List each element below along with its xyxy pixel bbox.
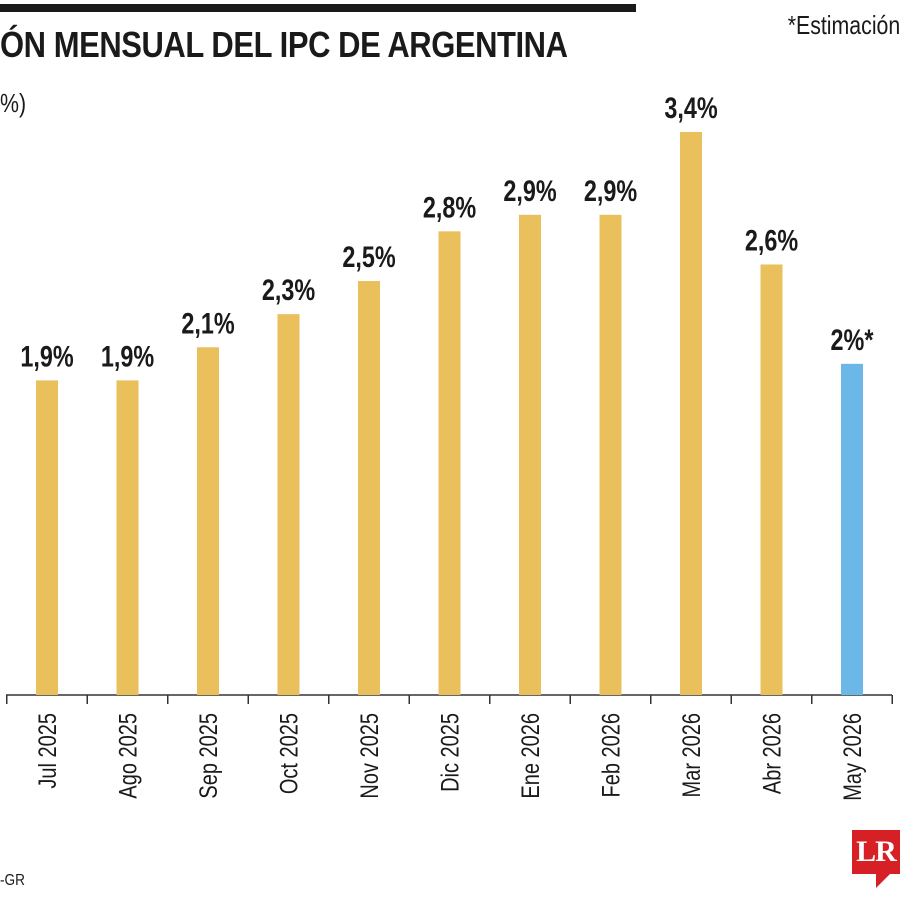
- bar: [438, 231, 461, 695]
- data-label: 2,3%: [262, 273, 315, 306]
- x-tick-label: Jul 2025: [34, 713, 62, 789]
- data-label: 1,9%: [101, 340, 154, 373]
- data-label: 2%*: [831, 323, 874, 356]
- logo-tail-shape: [876, 874, 890, 888]
- data-label: 2,1%: [181, 307, 234, 340]
- top-rule: [0, 4, 636, 12]
- x-tick-label: Feb 2026: [597, 713, 625, 797]
- data-label: 2,6%: [745, 224, 798, 257]
- x-tick-label: Nov 2025: [356, 713, 384, 799]
- lr-logo: LR: [852, 830, 900, 874]
- bar: [116, 380, 139, 695]
- data-label: 2,9%: [584, 174, 637, 207]
- bar: [36, 380, 58, 695]
- x-tick-label: Mar 2026: [678, 713, 706, 797]
- x-tick-label: Oct 2025: [275, 713, 303, 794]
- chart-title: ÓN MENSUAL DEL IPC DE ARGENTINA: [0, 24, 568, 65]
- x-tick-label: Sep 2025: [195, 713, 223, 799]
- x-tick-label: Ago 2025: [114, 713, 142, 799]
- data-label: 2,8%: [423, 191, 476, 224]
- unit-label: %): [0, 88, 27, 118]
- bar: [680, 132, 702, 695]
- data-label: 2,5%: [342, 240, 395, 273]
- bar: [760, 264, 783, 695]
- data-label: 3,4%: [664, 91, 717, 124]
- bar: [519, 214, 541, 695]
- x-tick-label: Abr 2026: [758, 713, 786, 794]
- bar: [197, 347, 219, 695]
- x-tick-label: Ene 2026: [517, 713, 545, 799]
- estimate-note: *Estimación: [787, 10, 900, 40]
- x-tick-label: May 2026: [839, 713, 867, 801]
- data-label: 2,9%: [503, 174, 556, 207]
- bar: [841, 363, 863, 695]
- x-tick-label: Dic 2025: [436, 713, 464, 792]
- bar: [599, 214, 622, 695]
- bar: [277, 314, 300, 695]
- bar: [358, 281, 380, 695]
- data-label: 1,9%: [20, 340, 73, 373]
- source-label: -GR: [0, 872, 25, 889]
